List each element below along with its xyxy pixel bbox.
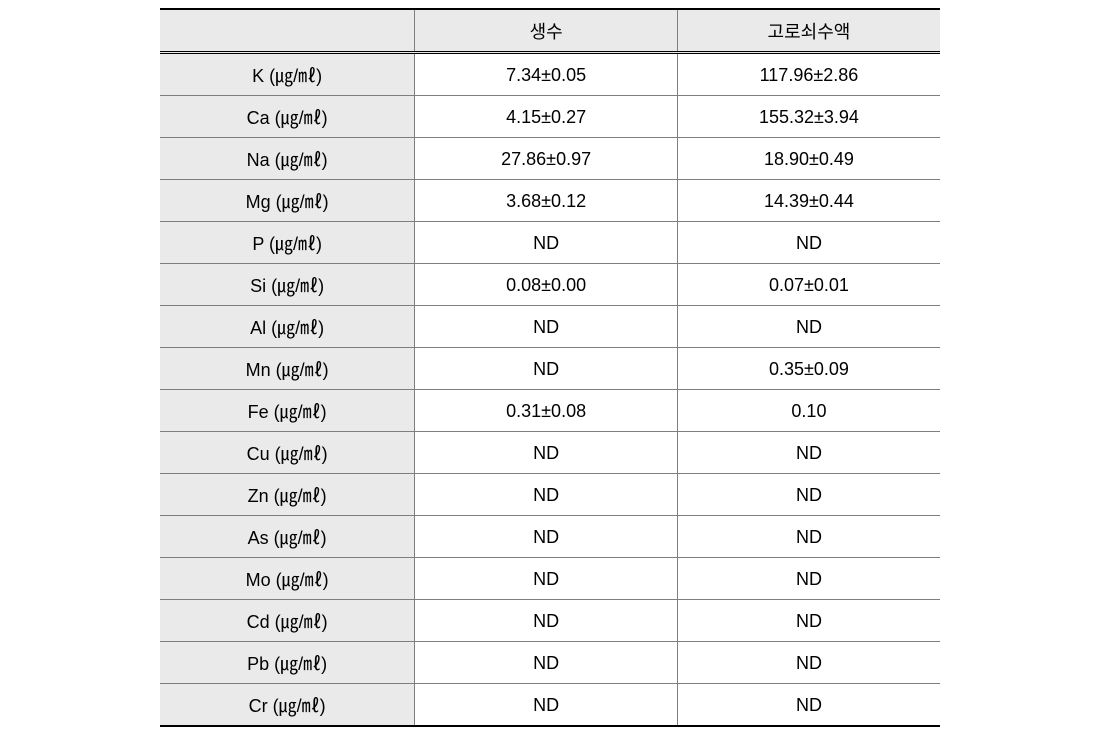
table-row: Mo (㎍/㎖)NDND — [160, 558, 940, 600]
row-label: P (㎍/㎖) — [160, 222, 415, 264]
cell-c2: ND — [677, 600, 940, 642]
row-label: Mo (㎍/㎖) — [160, 558, 415, 600]
row-label: Ca (㎍/㎖) — [160, 96, 415, 138]
cell-c2: 155.32±3.94 — [677, 96, 940, 138]
cell-c2: 0.07±0.01 — [677, 264, 940, 306]
mineral-content-table: 생수 고로쇠수액 K (㎍/㎖)7.34±0.05117.96±2.86Ca (… — [160, 8, 940, 727]
table-row: Mn (㎍/㎖)ND0.35±0.09 — [160, 348, 940, 390]
cell-c2: ND — [677, 558, 940, 600]
table-body: K (㎍/㎖)7.34±0.05117.96±2.86Ca (㎍/㎖)4.15±… — [160, 53, 940, 727]
table-row: Pb (㎍/㎖)NDND — [160, 642, 940, 684]
cell-c2: ND — [677, 516, 940, 558]
table-row: Cu (㎍/㎖)NDND — [160, 432, 940, 474]
cell-c1: 27.86±0.97 — [415, 138, 678, 180]
header-blank — [160, 9, 415, 53]
table-row: Ca (㎍/㎖)4.15±0.27155.32±3.94 — [160, 96, 940, 138]
header-col-1: 생수 — [415, 9, 678, 53]
cell-c2: 14.39±0.44 — [677, 180, 940, 222]
table-header-row: 생수 고로쇠수액 — [160, 9, 940, 53]
cell-c1: 3.68±0.12 — [415, 180, 678, 222]
cell-c2: 0.10 — [677, 390, 940, 432]
header-col-2: 고로쇠수액 — [677, 9, 940, 53]
cell-c1: ND — [415, 306, 678, 348]
table-row: As (㎍/㎖)NDND — [160, 516, 940, 558]
cell-c2: ND — [677, 684, 940, 727]
row-label: Cd (㎍/㎖) — [160, 600, 415, 642]
cell-c1: ND — [415, 348, 678, 390]
cell-c1: ND — [415, 642, 678, 684]
table-row: Cd (㎍/㎖)NDND — [160, 600, 940, 642]
cell-c1: ND — [415, 684, 678, 727]
table-row: Cr (㎍/㎖)NDND — [160, 684, 940, 727]
row-label: Mn (㎍/㎖) — [160, 348, 415, 390]
cell-c1: ND — [415, 432, 678, 474]
table-row: Zn (㎍/㎖)NDND — [160, 474, 940, 516]
cell-c2: ND — [677, 474, 940, 516]
cell-c1: ND — [415, 600, 678, 642]
cell-c1: 0.31±0.08 — [415, 390, 678, 432]
cell-c1: ND — [415, 222, 678, 264]
table-row: K (㎍/㎖)7.34±0.05117.96±2.86 — [160, 53, 940, 96]
cell-c2: 0.35±0.09 — [677, 348, 940, 390]
cell-c2: ND — [677, 306, 940, 348]
cell-c2: 18.90±0.49 — [677, 138, 940, 180]
cell-c1: ND — [415, 558, 678, 600]
cell-c1: 7.34±0.05 — [415, 53, 678, 96]
cell-c1: 0.08±0.00 — [415, 264, 678, 306]
table-row: Na (㎍/㎖)27.86±0.9718.90±0.49 — [160, 138, 940, 180]
cell-c2: ND — [677, 642, 940, 684]
row-label: Na (㎍/㎖) — [160, 138, 415, 180]
row-label: K (㎍/㎖) — [160, 53, 415, 96]
row-label: Cu (㎍/㎖) — [160, 432, 415, 474]
row-label: Zn (㎍/㎖) — [160, 474, 415, 516]
table-row: Mg (㎍/㎖)3.68±0.1214.39±0.44 — [160, 180, 940, 222]
cell-c2: 117.96±2.86 — [677, 53, 940, 96]
row-label: Si (㎍/㎖) — [160, 264, 415, 306]
cell-c2: ND — [677, 222, 940, 264]
table-row: Si (㎍/㎖)0.08±0.000.07±0.01 — [160, 264, 940, 306]
row-label: Fe (㎍/㎖) — [160, 390, 415, 432]
row-label: As (㎍/㎖) — [160, 516, 415, 558]
row-label: Mg (㎍/㎖) — [160, 180, 415, 222]
table-row: Fe (㎍/㎖)0.31±0.080.10 — [160, 390, 940, 432]
cell-c1: ND — [415, 516, 678, 558]
cell-c2: ND — [677, 432, 940, 474]
row-label: Al (㎍/㎖) — [160, 306, 415, 348]
cell-c1: ND — [415, 474, 678, 516]
row-label: Cr (㎍/㎖) — [160, 684, 415, 727]
row-label: Pb (㎍/㎖) — [160, 642, 415, 684]
table-row: Al (㎍/㎖)NDND — [160, 306, 940, 348]
cell-c1: 4.15±0.27 — [415, 96, 678, 138]
table-container: 생수 고로쇠수액 K (㎍/㎖)7.34±0.05117.96±2.86Ca (… — [0, 0, 1100, 735]
table-row: P (㎍/㎖)NDND — [160, 222, 940, 264]
